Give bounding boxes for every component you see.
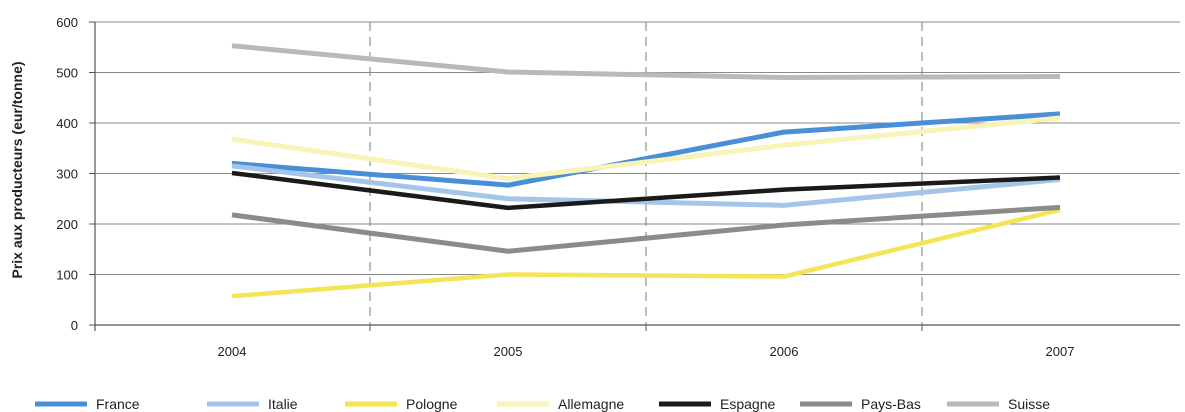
- x-tick-label: 2006: [770, 344, 799, 359]
- legend: France Italie Pologne Allemagne Espagne Pays-…: [35, 396, 1050, 412]
- legend-label-pologne: Pologne: [406, 396, 458, 412]
- legend-label-pays-bas: Pays-Bas: [861, 396, 921, 412]
- series-line-allemagne: [231, 115, 1061, 182]
- y-tick-label: 400: [56, 116, 78, 131]
- series-line-france: [231, 111, 1061, 188]
- x-tick-labels: 2004 2005 2006 2007: [218, 344, 1075, 359]
- y-tick-label: 600: [56, 15, 78, 30]
- x-tick-label: 2005: [494, 344, 523, 359]
- axes: [89, 21, 1180, 331]
- x-tick-label: 2004: [218, 344, 247, 359]
- gridlines: [95, 21, 1180, 325]
- y-tick-label: 0: [71, 318, 78, 333]
- y-tick-labels: 0 100 200 300 400 500 600: [56, 15, 78, 333]
- y-tick-label: 300: [56, 167, 78, 182]
- y-tick-label: 100: [56, 268, 78, 283]
- series-line-italie: [231, 163, 1061, 208]
- legend-label-allemagne: Allemagne: [558, 396, 624, 412]
- legend-label-suisse: Suisse: [1008, 396, 1050, 412]
- series-lines: [231, 43, 1061, 299]
- legend-label-italie: Italie: [268, 396, 298, 412]
- series-line-suisse: [231, 43, 1061, 81]
- y-axis-label: Prix aux producteurs (eur/tonne): [9, 61, 25, 278]
- x-tick-label: 2007: [1046, 344, 1075, 359]
- y-tick-label: 500: [56, 66, 78, 81]
- series-line-espagne: [231, 170, 1061, 211]
- legend-label-espagne: Espagne: [720, 396, 775, 412]
- legend-label-france: France: [96, 396, 140, 412]
- series-line-pays-bas: [231, 204, 1061, 254]
- series-line-pologne: [231, 207, 1061, 299]
- y-tick-label: 200: [56, 217, 78, 232]
